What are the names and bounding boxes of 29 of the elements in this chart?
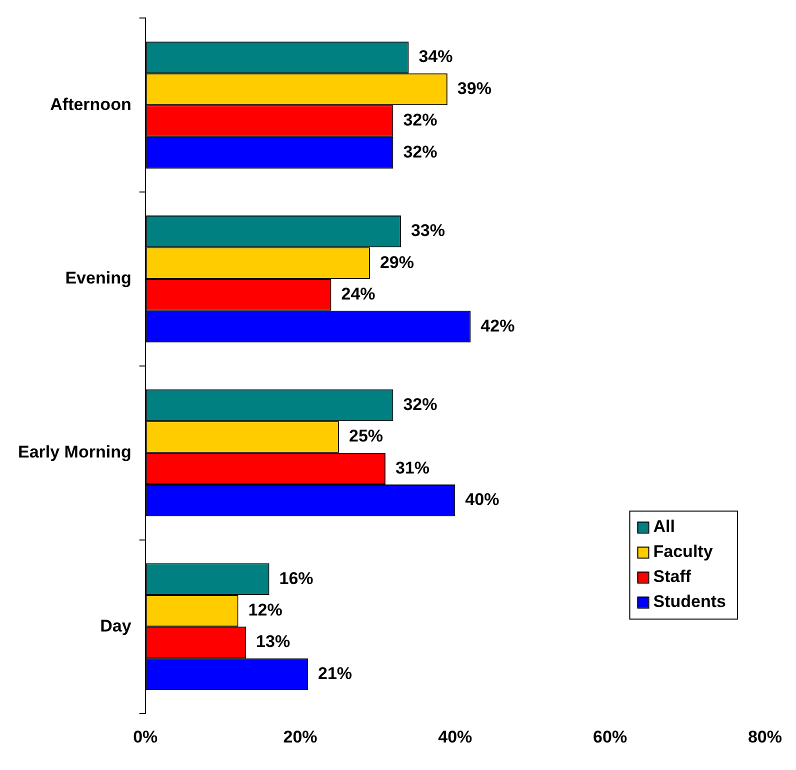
- legend-label: Staff: [653, 566, 692, 586]
- y-tick-label: Evening: [65, 268, 132, 288]
- data-label: 13%: [256, 632, 290, 652]
- data-label: 16%: [279, 568, 314, 588]
- data-label: 32%: [403, 142, 438, 162]
- data-label: 40%: [465, 490, 500, 510]
- x-tick-label: 60%: [593, 727, 628, 746]
- x-tick-label: 20%: [283, 727, 318, 746]
- data-label: 34%: [418, 47, 453, 66]
- data-label: 21%: [318, 664, 352, 683]
- x-tick-label: 80%: [748, 727, 782, 746]
- data-label: 29%: [380, 252, 414, 272]
- x-tick-label: 40%: [438, 727, 472, 746]
- data-label: 31%: [395, 458, 430, 478]
- legend-label: Students: [653, 592, 726, 611]
- data-label: 39%: [457, 78, 492, 98]
- y-tick-label: Afternoon: [50, 94, 132, 114]
- legend-label: All: [653, 516, 675, 536]
- data-label: 32%: [403, 110, 438, 130]
- x-tick-label: 0%: [133, 727, 158, 746]
- y-tick-label: Early Morning: [18, 442, 132, 462]
- data-label: 32%: [403, 394, 438, 414]
- data-label: 33%: [410, 221, 445, 240]
- y-tick-label: Day: [100, 616, 132, 636]
- legend-label: Faculty: [653, 542, 714, 561]
- data-label: 42%: [480, 316, 515, 336]
- data-label: 24%: [341, 284, 376, 304]
- data-label: 25%: [348, 426, 384, 446]
- data-label: 12%: [248, 600, 282, 620]
